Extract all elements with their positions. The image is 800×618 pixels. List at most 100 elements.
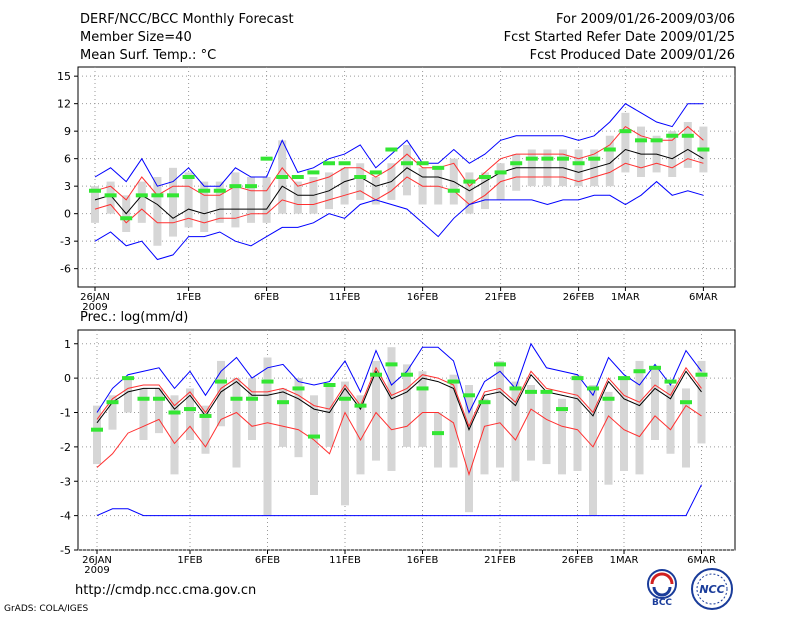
prec-range-box bbox=[310, 395, 318, 495]
temp-range-box bbox=[106, 181, 115, 214]
prec-range-box bbox=[542, 391, 551, 465]
prec-range-box bbox=[108, 395, 117, 430]
prec-line-lower bbox=[96, 404, 702, 477]
temp-line-max bbox=[94, 103, 704, 187]
temp-ensemble-marker bbox=[572, 161, 585, 166]
prec-range-box bbox=[372, 360, 380, 461]
temp-xtick-label: 21FEB bbox=[485, 292, 517, 303]
prec-ensemble-marker bbox=[184, 407, 196, 412]
temp-xtick-label: 16FEB bbox=[407, 292, 439, 303]
temp-range-box bbox=[91, 186, 99, 223]
temp-ensemble-marker bbox=[635, 138, 647, 143]
temp-xtick-label: 1MAR bbox=[611, 292, 640, 303]
temp-range-box bbox=[605, 135, 614, 187]
temp-ensemble-marker bbox=[697, 147, 710, 152]
prec-range-box bbox=[186, 388, 194, 440]
temp-range-box bbox=[247, 177, 255, 223]
prec-range-box bbox=[635, 360, 644, 475]
prec-ensemble-marker bbox=[664, 379, 677, 384]
temp-ensemble-marker bbox=[151, 193, 164, 198]
temp-ensemble-marker bbox=[135, 193, 148, 198]
prec-range-box bbox=[496, 360, 504, 468]
temp-line-lower bbox=[94, 158, 704, 224]
temp-ytick-label: 6 bbox=[64, 153, 71, 166]
temp-xtick-label: 26FEB bbox=[563, 292, 595, 303]
prec-xtick-label: 1MAR bbox=[610, 555, 639, 566]
prec-range-box bbox=[604, 391, 613, 485]
prec-line-min bbox=[96, 484, 702, 517]
prec-ensemble-marker bbox=[494, 362, 506, 367]
temp-range-box bbox=[356, 163, 365, 200]
prec-ensemble-marker bbox=[261, 379, 274, 384]
prec-ytick-label: 1 bbox=[64, 338, 71, 351]
prec-ensemble-marker bbox=[618, 376, 630, 381]
temp-ensemble-marker bbox=[681, 133, 694, 138]
prec-range-box bbox=[294, 378, 303, 458]
prec-ensemble-marker bbox=[525, 389, 537, 394]
temp-ensemble-marker bbox=[120, 216, 133, 221]
temp-ensemble-marker bbox=[198, 188, 211, 193]
temp-ensemble-marker bbox=[557, 156, 569, 161]
prec-range-box bbox=[434, 412, 442, 468]
prec-ensemble-marker bbox=[292, 386, 305, 391]
chart-title: DERF/NCC/BCC Monthly Forecast bbox=[80, 12, 294, 27]
prec-ensemble-marker bbox=[168, 410, 181, 415]
temp-ensemble-marker bbox=[432, 165, 445, 170]
prec-ytick-label: -4 bbox=[60, 510, 71, 523]
prec-xtick-label: 1FEB bbox=[177, 555, 202, 566]
temp-ensemble-marker bbox=[276, 175, 289, 179]
temp-ensemble-marker bbox=[603, 147, 616, 152]
prec-range-box bbox=[527, 385, 535, 461]
temp-range-box bbox=[184, 172, 193, 228]
source-url[interactable]: http://cmdp.ncc.cma.gov.cn bbox=[75, 583, 257, 598]
prec-ensemble-marker bbox=[106, 400, 119, 405]
temp-ytick-label: 15 bbox=[57, 70, 71, 83]
prec-ensemble-marker bbox=[695, 372, 708, 377]
temp-xtick-label: 11FEB bbox=[329, 292, 361, 303]
temp-range-box bbox=[481, 172, 489, 210]
member-size: Member Size=40 bbox=[80, 30, 192, 45]
temp-ensemble-marker bbox=[229, 184, 242, 189]
temp-ensemble-marker bbox=[354, 175, 367, 179]
prec-ytick-label: -5 bbox=[60, 544, 71, 557]
temp-ensemble-marker bbox=[541, 156, 554, 161]
prec-ensemble-marker bbox=[246, 396, 258, 401]
prec-ensemble-marker bbox=[587, 386, 599, 391]
temperature-panel: -6 -3 0 3 6 9 12 15 26JAN 1FEB 6FEB 11FEB 16FEB 21FEB… bbox=[57, 66, 736, 313]
temp-range-box bbox=[137, 181, 146, 223]
prec-range-box bbox=[170, 395, 179, 475]
grads-credit: GrADS: COLA/IGES bbox=[4, 604, 89, 614]
prec-ensemble-marker bbox=[680, 400, 692, 405]
produced-date: Fcst Produced Date 2009/01/26 bbox=[529, 48, 735, 63]
temp-ensemble-marker bbox=[463, 179, 476, 184]
prec-range-box bbox=[558, 398, 566, 475]
prec-range-box bbox=[387, 347, 396, 471]
prec-xtick-label: 16FEB bbox=[407, 555, 439, 566]
temp-range-box bbox=[403, 144, 411, 196]
temp-range-box bbox=[512, 154, 521, 191]
temp-frame bbox=[77, 66, 736, 288]
temp-ensemble-marker bbox=[416, 161, 429, 166]
temp-ytick-label: -3 bbox=[60, 235, 71, 248]
temp-ensemble-marker bbox=[323, 161, 335, 166]
prec-range-box bbox=[124, 378, 132, 413]
temp-ensemble-marker bbox=[167, 193, 179, 198]
prec-ensemble-marker bbox=[215, 379, 227, 384]
temp-ensemble-marker bbox=[619, 129, 632, 134]
prec-ensemble-marker bbox=[401, 372, 413, 377]
temp-ensemble-marker bbox=[104, 193, 117, 198]
prec-ensemble-marker bbox=[416, 386, 429, 391]
temp-ensemble-marker bbox=[182, 175, 195, 179]
prec-xtick-label: 11FEB bbox=[329, 555, 361, 566]
bcc-logo-text: BCC bbox=[652, 598, 672, 607]
prec-line-max bbox=[96, 342, 702, 414]
prec-range-box bbox=[682, 388, 690, 468]
prec-ensemble-marker bbox=[370, 372, 382, 377]
prec-ytick-label: -1 bbox=[60, 407, 71, 420]
temp-xtick-label: 6FEB bbox=[254, 292, 279, 303]
prec-ensemble-marker bbox=[432, 431, 444, 436]
temp-ensemble-marker bbox=[89, 188, 101, 193]
temp-ensemble-marker bbox=[588, 156, 601, 161]
temp-ytick-label: 12 bbox=[57, 98, 71, 111]
